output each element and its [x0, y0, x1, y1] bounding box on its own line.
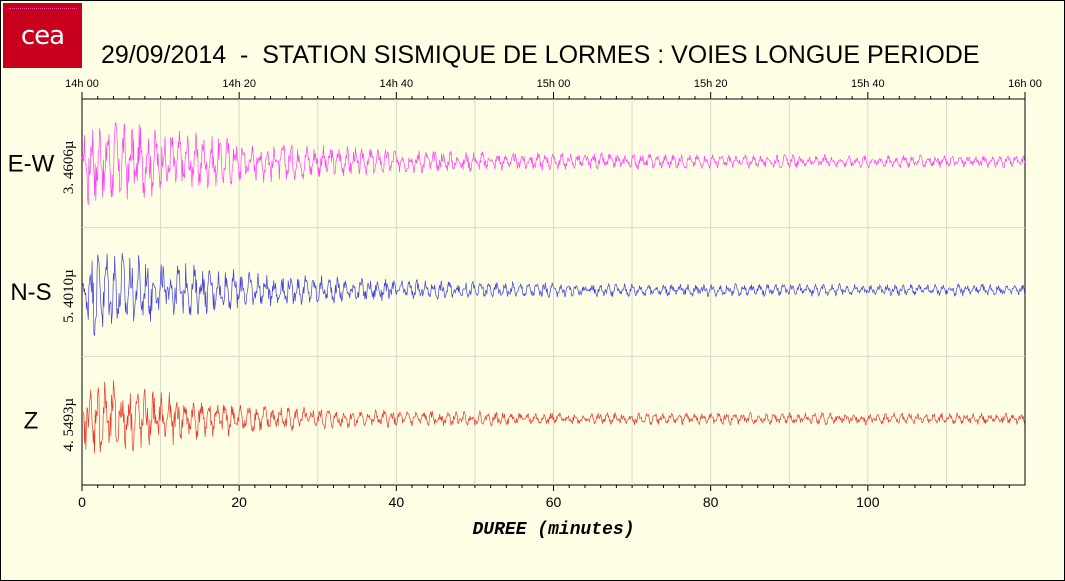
x-tick-label: 60 — [546, 494, 562, 510]
series-label: N-S — [10, 279, 51, 306]
logo-decoration — [9, 8, 77, 12]
top-tick-label: 14h 20 — [222, 78, 256, 90]
series-scale-label: 5. 4010µ — [61, 269, 77, 323]
series-label: E-W — [8, 150, 55, 177]
logo-text: cea — [20, 21, 65, 51]
series-line-e-w — [81, 122, 1026, 205]
x-tick-label: 40 — [389, 494, 405, 510]
top-tick-label: 15h 40 — [851, 78, 885, 90]
x-tick-label: 80 — [703, 494, 719, 510]
chart-title: 29/09/2014 - STATION SISMIQUE DE LORMES … — [101, 41, 980, 69]
x-axis-label: DUREE (minutes) — [472, 520, 634, 540]
series-line-z — [81, 380, 1026, 454]
top-tick-label: 14h 00 — [65, 78, 99, 90]
top-tick-label: 14h 40 — [380, 78, 414, 90]
x-tick-label: 100 — [856, 494, 880, 510]
top-tick-label: 15h 20 — [694, 78, 728, 90]
x-tick-label: 0 — [78, 494, 86, 510]
cea-logo: cea — [3, 3, 82, 68]
top-tick-label: 15h 00 — [537, 78, 571, 90]
series-scale-label: 4. 5493µ — [61, 397, 77, 451]
x-tick-label: 20 — [231, 494, 247, 510]
top-tick-label: 16h 00 — [1008, 78, 1042, 90]
series-line-n-s — [81, 252, 1026, 336]
series-label: Z — [24, 408, 39, 435]
series-scale-label: 3. 4606µ — [61, 140, 77, 194]
